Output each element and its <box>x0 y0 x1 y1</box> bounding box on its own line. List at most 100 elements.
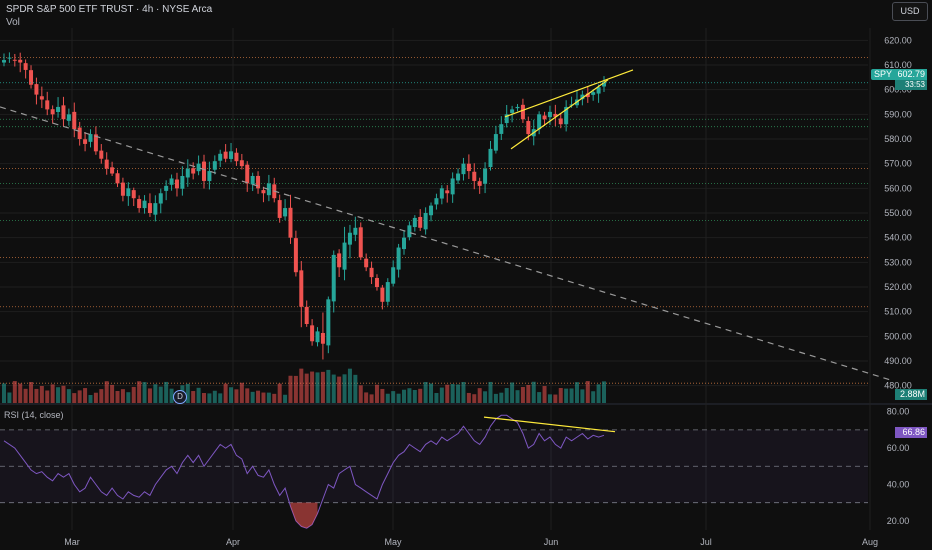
volume-bar <box>185 383 190 403</box>
candle <box>337 253 342 268</box>
volume-bar <box>88 394 93 403</box>
volume-bar <box>223 383 228 403</box>
volume-bar <box>326 369 331 403</box>
volume-bar <box>553 394 558 403</box>
volume-bar <box>315 372 320 403</box>
candle <box>77 127 82 139</box>
volume-bar <box>477 388 482 403</box>
candle <box>331 254 336 302</box>
price-tick-label: 490.00 <box>884 356 912 366</box>
volume-bar <box>510 382 515 403</box>
volume-bar <box>493 393 498 403</box>
volume-bar <box>104 381 109 403</box>
volume-bar <box>558 388 563 403</box>
volume-bar <box>520 386 525 403</box>
candle <box>504 114 509 124</box>
volume-bar <box>445 384 450 403</box>
candle <box>553 113 558 117</box>
rsi-tick-label: 40.00 <box>887 479 910 489</box>
candle <box>250 176 255 185</box>
candle <box>34 84 39 95</box>
volume-bar <box>169 388 174 403</box>
volume-bar <box>331 374 336 403</box>
volume-bar <box>158 386 163 403</box>
currency-button[interactable]: USD <box>892 2 928 21</box>
candle <box>104 159 109 169</box>
volume-bar <box>288 375 293 403</box>
candle <box>515 106 520 109</box>
volume-bar <box>18 383 23 403</box>
candle <box>239 160 244 167</box>
volume-bar <box>266 392 271 403</box>
candle <box>99 150 104 159</box>
candle <box>493 134 498 151</box>
candle <box>299 270 304 307</box>
volume-bar <box>212 390 217 403</box>
volume-bar <box>277 383 282 403</box>
candle <box>429 205 434 216</box>
last-price-tag: 602.79 <box>895 69 927 80</box>
candle <box>12 59 17 61</box>
time-tick-label: Jun <box>544 537 559 547</box>
volume-label: Vol <box>6 17 20 28</box>
volume-bar <box>164 381 169 403</box>
volume-bar <box>461 382 466 403</box>
candle <box>326 299 331 346</box>
volume-bar <box>488 381 493 403</box>
candle <box>569 104 574 106</box>
candle <box>547 111 552 118</box>
volume-bar <box>412 389 417 403</box>
candle <box>434 198 439 205</box>
candle <box>385 282 390 302</box>
volume-bar <box>12 381 17 403</box>
candle <box>477 181 482 186</box>
volume-bar <box>39 385 44 403</box>
price-tick-label: 560.00 <box>884 183 912 193</box>
volume-bar <box>526 384 531 403</box>
volume-bar <box>456 384 461 403</box>
candle <box>202 161 206 181</box>
symbol-tag: SPY <box>871 69 896 80</box>
volume-bar <box>574 382 579 403</box>
volume-bar <box>369 394 374 403</box>
volume-bar <box>61 385 66 403</box>
candle <box>445 190 450 194</box>
volume-bar <box>342 374 347 403</box>
price-tick-label: 540.00 <box>884 233 912 243</box>
volume-bar <box>499 392 504 403</box>
volume-bar <box>126 392 131 403</box>
rsi-tick-label: 20.00 <box>887 516 910 526</box>
volume-bar <box>602 381 606 403</box>
candle <box>2 60 6 63</box>
volume-bar <box>218 393 223 403</box>
volume-bar <box>310 371 315 403</box>
volume-bar <box>153 384 158 403</box>
candle <box>169 178 174 185</box>
volume-bar <box>7 392 12 403</box>
candle <box>358 227 363 258</box>
candle <box>564 106 569 125</box>
volume-bar <box>45 390 50 403</box>
volume-bar <box>466 392 471 403</box>
price-tick-label: 520.00 <box>884 282 912 292</box>
volume-bar <box>429 383 434 403</box>
wedge-lower-line <box>510 79 609 150</box>
chart-title: SPDR S&P 500 ETF TRUST · 4h · NYSE Arca <box>6 4 213 15</box>
candle <box>164 185 169 191</box>
candle <box>277 200 282 218</box>
volume-tag: 2.88M <box>895 389 927 400</box>
volume-bar <box>56 387 61 403</box>
volume-bar <box>293 375 298 403</box>
candle <box>29 70 34 85</box>
candle <box>61 105 66 120</box>
volume-bar <box>537 392 542 403</box>
candle <box>320 333 325 344</box>
volume-bar <box>320 371 325 403</box>
candle <box>402 237 406 250</box>
candle <box>315 331 320 343</box>
candle <box>580 94 585 100</box>
dividend-marker[interactable]: D <box>173 390 187 404</box>
candle <box>126 188 131 197</box>
candle <box>196 163 201 172</box>
